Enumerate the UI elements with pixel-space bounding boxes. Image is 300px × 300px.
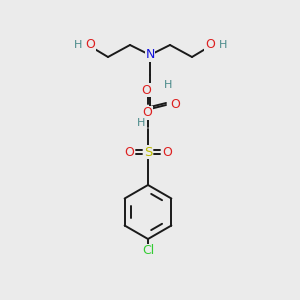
Text: O: O	[142, 106, 152, 119]
Text: H: H	[164, 80, 172, 90]
Text: O: O	[205, 38, 215, 52]
Text: O: O	[162, 146, 172, 158]
Text: O: O	[170, 98, 180, 110]
Text: H: H	[137, 118, 145, 128]
Text: O: O	[85, 38, 95, 52]
Text: H: H	[74, 40, 82, 50]
Text: O: O	[141, 83, 151, 97]
Text: Cl: Cl	[142, 244, 154, 257]
Text: H: H	[219, 40, 227, 50]
Text: N: N	[145, 49, 155, 62]
Text: O: O	[124, 146, 134, 158]
Text: S: S	[144, 146, 152, 158]
